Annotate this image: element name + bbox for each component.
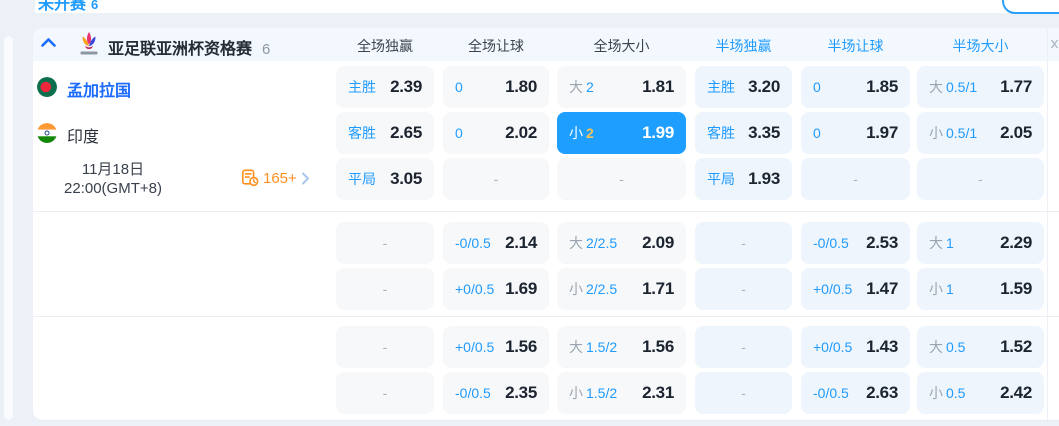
more-markets-link[interactable]: 165+ — [241, 169, 310, 187]
match-date: 11月18日 — [81, 161, 145, 178]
odds-cell[interactable]: 大 0.5/1 1.77 — [917, 66, 1044, 108]
odds-cell[interactable]: 大 0.5 1.52 — [917, 326, 1044, 368]
odds-cell[interactable]: 小 1 1.59 — [917, 268, 1044, 310]
tab-not-started-count: 6 — [91, 0, 99, 12]
odds-cell[interactable]: 小 0.5/1 2.05 — [917, 112, 1044, 154]
odds-cell[interactable]: 0 1.85 — [801, 66, 910, 108]
group-separator — [33, 316, 1059, 317]
odds-cell[interactable]: 小 2/2.5 1.71 — [557, 268, 686, 310]
column-header-ft-ou: 全场大小 — [593, 38, 650, 54]
clipped-right-icon — [1051, 39, 1059, 49]
odds-cell-empty: - — [336, 326, 434, 368]
top-section-bar: 未开赛 6 — [35, 0, 1059, 13]
league-title: 亚足联亚洲杯资格赛 — [108, 41, 253, 58]
odds-cell[interactable]: 大 1.5/2 1.56 — [557, 326, 686, 368]
afc-asian-cup-logo-icon — [80, 32, 98, 55]
odds-cell[interactable]: -0/0.5 2.35 — [443, 372, 549, 414]
odds-cell-empty: - — [443, 158, 549, 200]
odds-cell-empty: - — [336, 268, 434, 310]
odds-cell-empty: - — [695, 268, 792, 310]
tab-not-started-label: 未开赛 — [38, 0, 87, 13]
column-header-ft-handicap: 全场让球 — [468, 38, 524, 54]
odds-cell-empty: - — [695, 372, 792, 414]
group-separator — [33, 211, 1059, 212]
odds-cell-empty: - — [336, 372, 434, 414]
odds-cell[interactable]: -0/0.5 2.53 — [801, 222, 910, 264]
odds-cell-empty: - — [695, 222, 792, 264]
odds-cell[interactable]: 主胜 3.20 — [695, 66, 792, 108]
odds-cell-empty: - — [557, 158, 686, 200]
odds-cell[interactable]: 平局 3.05 — [336, 158, 434, 200]
odds-cell[interactable]: 客胜 2.65 — [336, 112, 434, 154]
odds-cell[interactable]: +0/0.5 1.69 — [443, 268, 549, 310]
odds-cell[interactable]: 0 1.97 — [801, 112, 910, 154]
match-datetime: 11月18日 22:00(GMT+8) — [33, 160, 193, 198]
odds-cell[interactable]: +0/0.5 1.43 — [801, 326, 910, 368]
away-team-name[interactable]: 印度 — [67, 129, 100, 146]
odds-cell-empty: - — [695, 326, 792, 368]
odds-cell[interactable]: 大 1 2.29 — [917, 222, 1044, 264]
column-header-ht-1x2: 半场独赢 — [715, 38, 772, 54]
card-right-divider — [1047, 28, 1048, 420]
clipped-pill-button[interactable] — [1002, 0, 1059, 14]
odds-cell-empty: - — [917, 158, 1044, 200]
odds-cell[interactable]: 0 2.02 — [443, 112, 549, 154]
odds-cell[interactable]: 客胜 3.35 — [695, 112, 792, 154]
home-team-name[interactable]: 孟加拉国 — [67, 83, 132, 100]
odds-cell[interactable]: 大 2/2.5 2.09 — [557, 222, 686, 264]
markets-doc-clock-icon — [241, 169, 259, 187]
match-time: 22:00(GMT+8) — [64, 180, 162, 197]
bangladesh-flag — [37, 77, 57, 97]
collapse-chevron-up-icon[interactable] — [41, 38, 56, 47]
odds-cell[interactable]: -0/0.5 2.14 — [443, 222, 549, 264]
odds-cell[interactable]: 大 2 1.81 — [557, 66, 686, 108]
odds-cell[interactable]: 0 1.80 — [443, 66, 549, 108]
odds-cell[interactable]: +0/0.5 1.47 — [801, 268, 910, 310]
odds-cell[interactable]: 主胜 2.39 — [336, 66, 434, 108]
odds-cell[interactable]: -0/0.5 2.63 — [801, 372, 910, 414]
tab-not-started[interactable]: 未开赛 6 — [38, 0, 98, 13]
league-match-count: 6 — [262, 41, 271, 58]
odds-cell[interactable]: 小 0.5 2.42 — [917, 372, 1044, 414]
odds-cell-selected[interactable]: 小 2 1.99 — [557, 112, 686, 154]
left-panel-edge — [4, 36, 13, 420]
more-markets-count: 165+ — [263, 169, 297, 187]
odds-cell-empty: - — [801, 158, 910, 200]
column-header-ht-ou: 半场大小 — [952, 38, 1009, 54]
odds-cell[interactable]: +0/0.5 1.56 — [443, 326, 549, 368]
chevron-right-icon — [301, 172, 309, 184]
india-flag — [37, 123, 57, 143]
column-header-ht-handicap: 半场让球 — [827, 38, 884, 54]
odds-cell[interactable]: 小 1.5/2 2.31 — [557, 372, 686, 414]
league-header — [33, 28, 1059, 61]
odds-cell-empty: - — [336, 222, 434, 264]
column-header-ft-1x2: 全场独赢 — [357, 38, 413, 54]
odds-cell[interactable]: 平局 1.93 — [695, 158, 792, 200]
